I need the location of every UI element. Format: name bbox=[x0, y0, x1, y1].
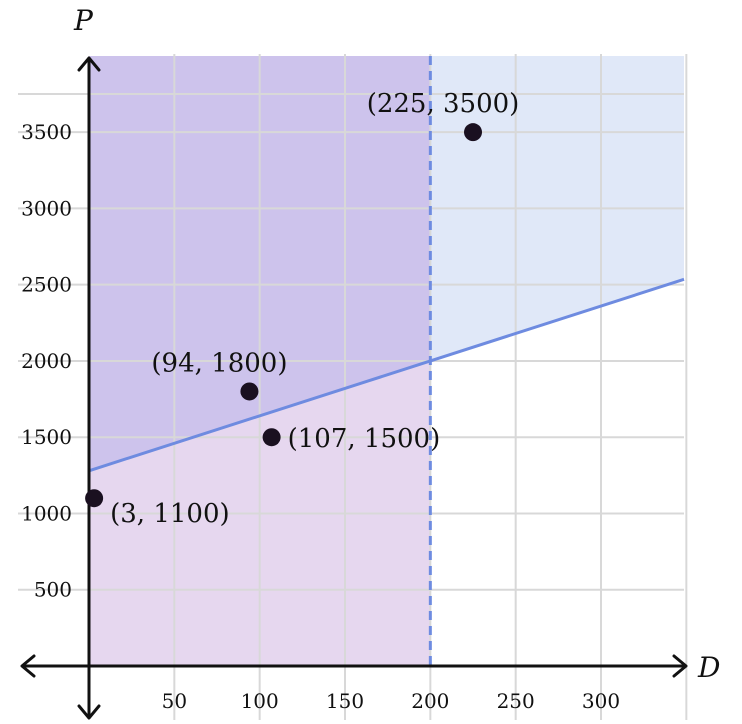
x-tick-label: 250 bbox=[497, 689, 535, 713]
x-tick-label: 100 bbox=[241, 689, 279, 713]
data-point-label: (94, 1800) bbox=[151, 348, 287, 378]
y-tick-label: 3000 bbox=[21, 196, 72, 220]
data-point-label: (107, 1500) bbox=[288, 424, 441, 454]
axes bbox=[20, 56, 688, 720]
y-tick-label: 2500 bbox=[21, 273, 72, 297]
data-point-label: (3, 1100) bbox=[110, 499, 230, 529]
data-points: (3, 1100) (94, 1800) (107, 1500) (225, 3500… bbox=[85, 89, 519, 529]
x-tick-label: 150 bbox=[326, 689, 364, 713]
y-axis-title: P bbox=[73, 4, 94, 37]
data-point bbox=[240, 382, 259, 401]
grid bbox=[18, 54, 688, 720]
y-tick-label: 2000 bbox=[21, 349, 72, 373]
x-tick-label: 300 bbox=[582, 689, 620, 713]
y-tick-label: 1000 bbox=[21, 501, 72, 525]
y-tick-label: 500 bbox=[34, 578, 72, 602]
y-axis-down-arrow bbox=[77, 704, 101, 720]
data-point bbox=[85, 489, 104, 508]
data-point bbox=[262, 428, 281, 447]
boundary-lines bbox=[88, 56, 685, 666]
y-tick-label: 3500 bbox=[21, 120, 72, 144]
x-axis-left-arrow bbox=[20, 654, 36, 678]
y-axis-up-arrow bbox=[77, 56, 101, 72]
data-point bbox=[464, 123, 483, 142]
tick-labels: 50 100 150 200 250 300 500 1000 1500 2000 2500 3000… bbox=[21, 120, 620, 713]
x-tick-label: 200 bbox=[411, 689, 449, 713]
y-tick-label: 1500 bbox=[21, 425, 72, 449]
x-axis-title: D bbox=[697, 651, 720, 684]
data-point-label: (225, 3500) bbox=[367, 89, 520, 119]
x-tick-label: 50 bbox=[162, 689, 187, 713]
x-axis-right-arrow bbox=[672, 654, 688, 678]
boundary-line bbox=[88, 277, 685, 473]
